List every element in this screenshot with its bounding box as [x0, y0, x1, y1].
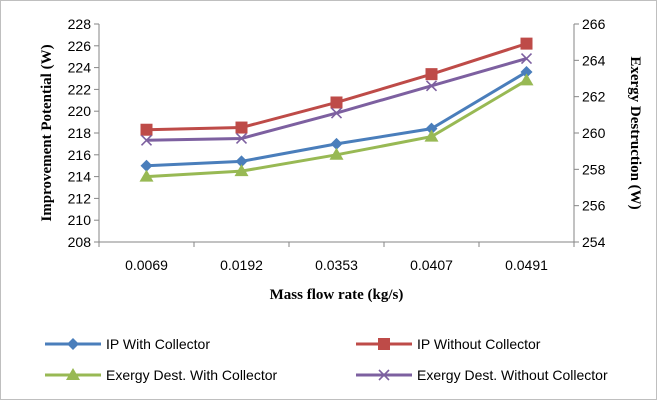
series-3 — [139, 73, 534, 182]
data-point-x — [330, 107, 343, 119]
y-tick-label: 226 — [68, 38, 92, 54]
x-tick-label: 0.0069 — [125, 257, 168, 273]
y-tick-label: 216 — [68, 147, 92, 163]
x-tick-label: 0.0192 — [220, 257, 263, 273]
y2-tick-label: 254 — [582, 234, 606, 250]
y-tick-label: 228 — [68, 16, 92, 32]
data-point-triangle — [66, 368, 80, 380]
data-point-x — [425, 80, 438, 92]
x-axis-title: Mass flow rate (kg/s) — [270, 287, 404, 303]
y2-tick-label: 262 — [582, 89, 606, 105]
x-tick-label: 0.0407 — [410, 257, 453, 273]
data-point-triangle — [519, 73, 534, 86]
x-tick-label: 0.0491 — [505, 257, 548, 273]
data-point-x-stroke — [140, 134, 153, 146]
data-point-triangle — [424, 129, 439, 142]
data-point-square — [520, 37, 533, 50]
data-point-x — [378, 369, 390, 381]
y-axis-title: Improvement Potential (W) — [39, 44, 55, 221]
data-point-diamond — [520, 65, 533, 78]
y-tick-label: 212 — [68, 190, 92, 206]
data-point-x — [520, 52, 533, 65]
series-line — [146, 42, 527, 132]
data-point-x-stroke — [425, 80, 438, 92]
data-point-square — [235, 121, 248, 134]
data-point-diamond — [140, 159, 153, 172]
y-tick-label: 218 — [68, 125, 92, 141]
y2-tick-label: 258 — [582, 161, 606, 177]
data-point-x — [140, 134, 153, 146]
legend-label: Exergy Dest. With Collector — [106, 367, 277, 383]
y2-tick-label: 266 — [582, 16, 606, 32]
data-point-triangle — [139, 169, 154, 182]
legend-item: Exergy Dest. With Collector — [45, 367, 277, 383]
y-tick-label: 222 — [68, 81, 92, 97]
data-point-x-stroke — [235, 132, 248, 145]
y-tick-label: 208 — [68, 234, 92, 250]
data-point-square — [140, 123, 153, 136]
y-tick-label: 214 — [68, 169, 92, 185]
y-tick-label: 220 — [68, 103, 92, 119]
data-point-diamond — [425, 122, 438, 135]
legend-item: IP Without Collector — [356, 336, 541, 352]
data-point-x-stroke — [378, 369, 390, 381]
y-tick-label: 224 — [68, 60, 92, 76]
y2-tick-label: 264 — [582, 52, 606, 68]
series-1 — [140, 65, 533, 172]
data-point-x-stroke — [520, 52, 533, 65]
y-tick-label: 210 — [68, 212, 92, 228]
data-point-diamond — [67, 338, 79, 350]
data-point-square — [330, 96, 343, 109]
data-point-x-stroke — [330, 107, 343, 119]
legend: IP With Collector IP Without Collector Exe… — [45, 336, 608, 383]
data-point-triangle — [234, 164, 249, 177]
data-point-diamond — [330, 137, 343, 150]
y2-axis-title: Exergy Destruction (W) — [627, 56, 643, 209]
legend-label: IP With Collector — [106, 336, 210, 352]
data-point-x — [235, 132, 248, 145]
axes-group: 208 210 212 214 216 218 220 222 224 226 228 254 256 2… — [68, 16, 606, 273]
x-tick-label: 0.0353 — [315, 257, 358, 273]
legend-item: IP With Collector — [45, 336, 210, 352]
legend-item: Exergy Dest. Without Collector — [356, 367, 608, 383]
data-point-diamond — [235, 155, 248, 168]
series-layer — [139, 37, 534, 182]
legend-label: Exergy Dest. Without Collector — [417, 367, 608, 383]
data-point-square — [425, 68, 438, 81]
series-2 — [140, 37, 533, 136]
data-point-square — [378, 338, 390, 350]
legend-label: IP Without Collector — [417, 336, 541, 352]
y2-tick-label: 256 — [582, 198, 606, 214]
y2-tick-label: 260 — [582, 125, 606, 141]
series-4 — [140, 52, 533, 146]
data-point-triangle — [329, 147, 344, 160]
